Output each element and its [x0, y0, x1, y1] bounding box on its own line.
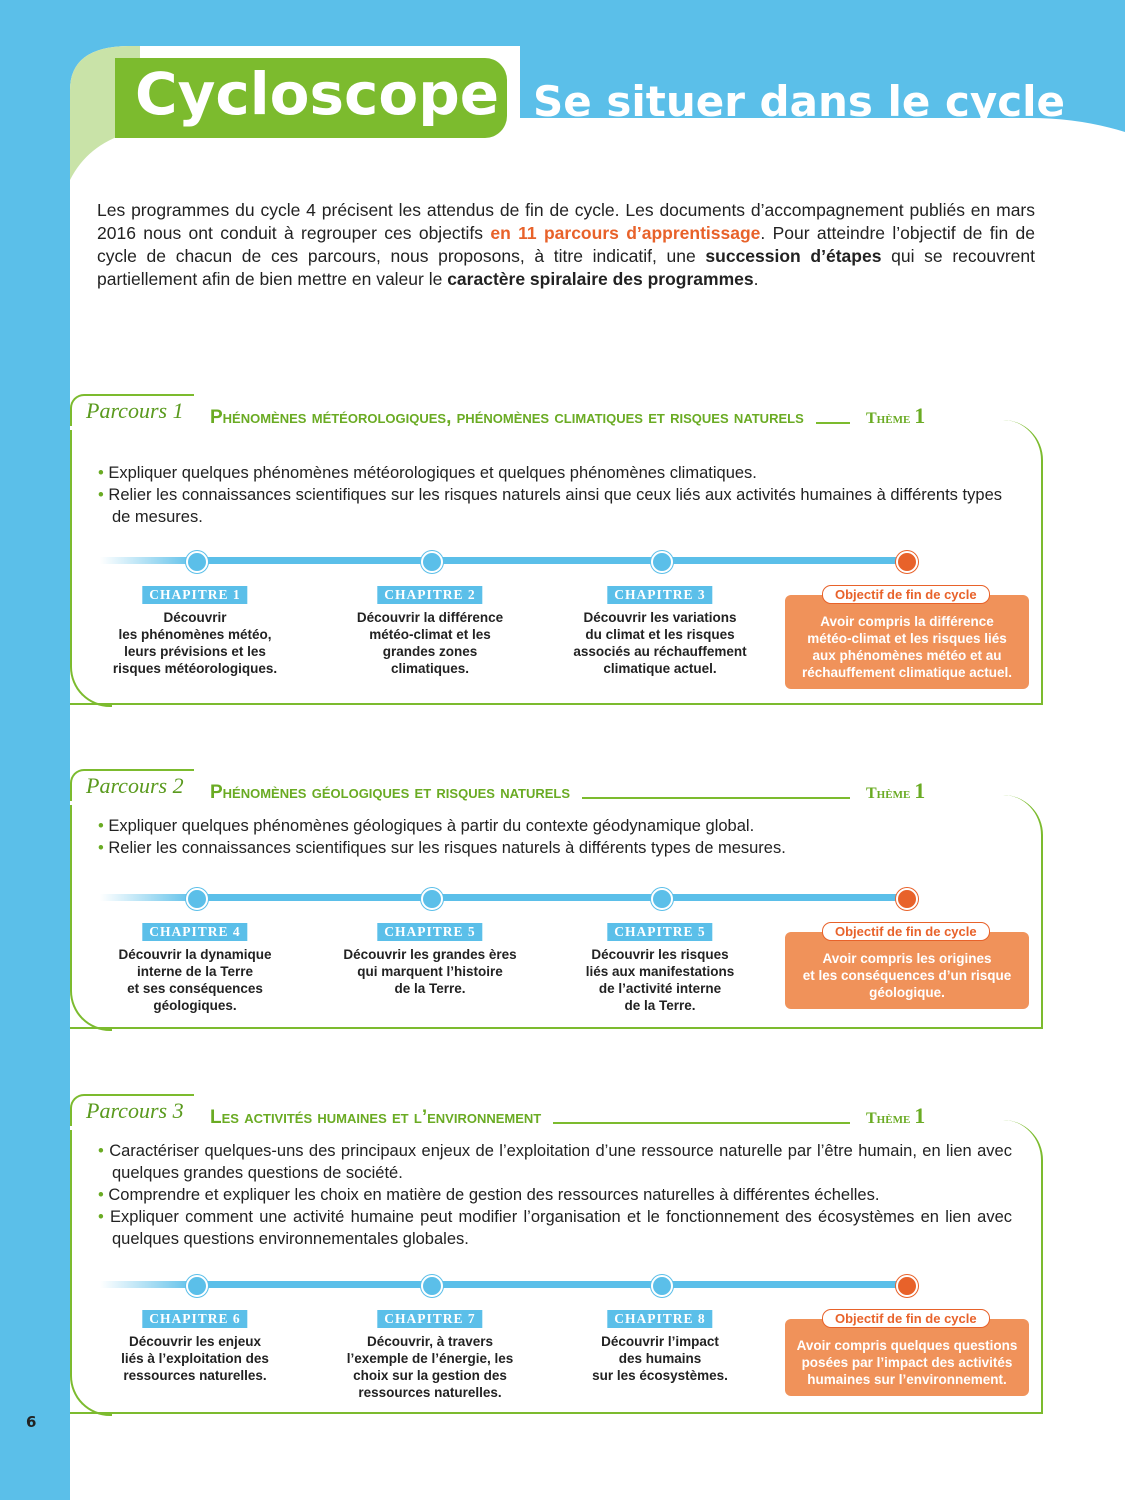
parcours-section: Parcours 3 Les activités humaines et l’en…	[70, 1094, 1043, 1416]
bullet: • Expliquer quelques phénomènes météorol…	[98, 462, 1002, 484]
timeline-dot	[651, 1275, 673, 1297]
theme-label: Thème	[866, 1110, 911, 1127]
bullet: • Comprendre et expliquer les choix en m…	[98, 1184, 1012, 1206]
chapter-text: Découvrir les grandes ères qui marquent …	[343, 947, 517, 996]
title-rule	[370, 1122, 850, 1124]
intro-run: caractère spiralaire des programmes	[447, 269, 754, 289]
chapter-text: Découvrir la différence météo-climat et …	[356, 610, 504, 676]
theme-label: Thème	[866, 410, 911, 427]
chapter-text: Découvrir l’impact des humains sur les é…	[592, 1334, 728, 1383]
chapter-text: Découvrir les risques liés aux manifesta…	[585, 947, 735, 1013]
chapter-label: CHAPITRE 5	[377, 923, 483, 941]
chapter-label: CHAPITRE 1	[142, 586, 248, 604]
bullet-dot: •	[98, 817, 109, 835]
chapter-text: Découvrir les phénomènes météo, leurs pr…	[112, 610, 278, 676]
objective-label: Objectif de fin de cycle	[822, 585, 990, 604]
chapter-label: CHAPITRE 3	[607, 586, 713, 604]
parcours-section: Parcours 2 Phénomènes géologiques et risq…	[70, 769, 1043, 1031]
objective-label: Objectif de fin de cycle	[822, 1309, 990, 1328]
chapter-label: CHAPITRE 8	[607, 1310, 713, 1328]
subtitle: Se situer dans le cycle	[533, 77, 1066, 126]
chapter-text: Découvrir les variations du climat et le…	[573, 610, 747, 676]
timeline-end	[896, 1275, 918, 1297]
parcours-title: Les activités humaines et l’environnemen…	[210, 1106, 554, 1130]
theme-label: Thème	[866, 785, 911, 802]
bullet: • Expliquer comment une activité humaine…	[98, 1206, 1012, 1250]
timeline-dot	[421, 551, 443, 573]
timeline-dot	[421, 888, 443, 910]
objective-label: Objectif de fin de cycle	[822, 922, 990, 941]
intro-run: qui se recouvrent partiellement afin de …	[97, 246, 1035, 289]
bullet-text: Caractériser quelques-uns des principaux…	[109, 1142, 1012, 1182]
objective: Avoir compris les origines et les conséq…	[785, 932, 1029, 1009]
bullet-dot: •	[98, 839, 109, 857]
chapter-label: CHAPITRE 5	[607, 923, 713, 941]
bullet-text: Relier les connaissances scientifiques s…	[108, 839, 786, 857]
intro-run: .	[753, 269, 759, 289]
timeline-dot	[651, 551, 673, 573]
bullet: • Relier les connaissances scientifiques…	[98, 484, 1002, 528]
timeline-end	[896, 888, 918, 910]
timeline	[100, 894, 900, 901]
bullet-dot: •	[98, 1208, 111, 1226]
timeline-dot	[421, 1275, 443, 1297]
theme: Thème 1	[860, 1103, 932, 1129]
intro-run: succession d’étapes	[705, 246, 882, 266]
page-number: 6	[26, 1413, 37, 1431]
chapter-label: CHAPITRE 2	[377, 586, 483, 604]
chapter-label: CHAPITRE 4	[142, 923, 248, 941]
chapter-text: Découvrir la dynamique interne de la Ter…	[118, 947, 272, 1013]
chapter-label: CHAPITRE 6	[142, 1310, 248, 1328]
bullet: • Expliquer quelques phénomènes géologiq…	[98, 815, 1002, 837]
timeline-end	[896, 551, 918, 573]
title-rule	[370, 797, 850, 799]
bullet-dot: •	[98, 464, 109, 482]
parcours-label: Parcours 1	[70, 394, 194, 426]
timeline-dot	[651, 888, 673, 910]
bullet-dot: •	[98, 1186, 109, 1204]
objective: Avoir compris quelques questions posées …	[785, 1319, 1029, 1396]
theme-number: 1	[914, 1103, 926, 1128]
chapter-text: Découvrir les enjeux liés à l’exploitati…	[121, 1334, 269, 1383]
parcours-title: Phénomènes météorologiques, phénomènes c…	[210, 406, 816, 430]
objective: Avoir compris la différence météo-climat…	[785, 595, 1029, 689]
bullet-text: Expliquer quelques phénomènes géologique…	[108, 817, 755, 835]
timeline-dot	[186, 551, 208, 573]
timeline	[100, 557, 900, 564]
timeline	[100, 1281, 900, 1288]
intro-run: en 11 parcours d’apprentissage	[490, 223, 761, 243]
parcours-title: Phénomènes géologiques et risques nature…	[210, 781, 583, 805]
timeline-dot	[186, 888, 208, 910]
chapter-label: CHAPITRE 7	[377, 1310, 483, 1328]
bullet: • Relier les connaissances scientifiques…	[98, 837, 1002, 859]
parcours-section: Parcours 1 Phénomènes météorologiques, ph…	[70, 394, 1043, 707]
bullet-text: Comprendre et expliquer les choix en mat…	[108, 1186, 880, 1204]
bullet-dot: •	[98, 486, 109, 504]
parcours-label: Parcours 2	[70, 769, 194, 801]
theme-number: 1	[914, 778, 926, 803]
intro-run: Les programmes du cycle 4 précisent les …	[97, 200, 1035, 243]
bullet-text: Expliquer comment une activité humaine p…	[110, 1208, 1012, 1248]
bullet: • Caractériser quelques-uns des principa…	[98, 1140, 1012, 1184]
timeline-dot	[186, 1275, 208, 1297]
theme-number: 1	[914, 403, 926, 428]
bullet-dot: •	[98, 1142, 110, 1160]
intro-run: . Pour atteindre l’objectif de fin de cy…	[97, 223, 1035, 266]
theme: Thème 1	[860, 403, 932, 429]
parcours-label: Parcours 3	[70, 1094, 194, 1126]
theme: Thème 1	[860, 778, 932, 804]
intro: Les programmes du cycle 4 précisent les …	[97, 199, 1035, 291]
title: Cycloscope	[135, 60, 500, 128]
bullet-text: Expliquer quelques phénomènes météorolog…	[108, 464, 757, 482]
chapter-text: Découvrir, à travers l’exemple de l’éner…	[346, 1334, 514, 1400]
bullet-text: Relier les connaissances scientifiques s…	[108, 486, 1002, 526]
